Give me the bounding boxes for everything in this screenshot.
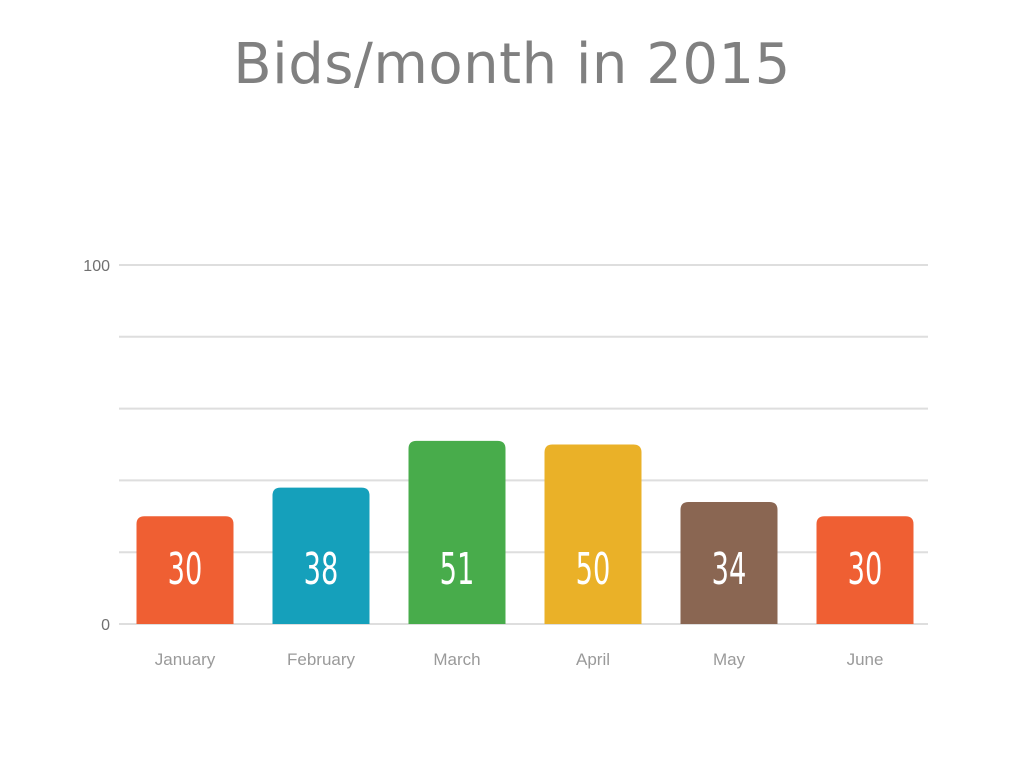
x-tick-label: January — [155, 650, 216, 669]
bar-value-label: 30 — [848, 543, 883, 595]
y-tick-label: 0 — [101, 617, 110, 634]
bar — [544, 444, 642, 624]
chart-title: Bids/month in 2015 — [233, 32, 791, 97]
bar — [272, 487, 370, 624]
y-axis-ticks: 0 100 — [83, 258, 110, 634]
bar-value-label: 38 — [304, 543, 339, 595]
bars — [136, 440, 914, 624]
bar — [680, 501, 778, 624]
x-tick-label: March — [433, 650, 480, 669]
x-tick-label: February — [287, 650, 356, 669]
x-tick-label: April — [576, 650, 610, 669]
bar-value-label: 50 — [576, 543, 611, 595]
bar-value-labels: 30 38 51 50 34 30 — [168, 543, 883, 595]
x-axis-ticks: January February March April May June — [155, 650, 884, 669]
y-tick-label: 100 — [83, 258, 110, 275]
bar-value-label: 51 — [440, 543, 475, 595]
bar — [408, 440, 506, 624]
bar — [136, 516, 234, 624]
bar — [816, 516, 914, 624]
gridlines — [119, 264, 928, 625]
x-tick-label: June — [847, 650, 884, 669]
bar-value-label: 34 — [712, 543, 747, 595]
x-tick-label: May — [713, 650, 746, 669]
bar-value-label: 30 — [168, 543, 203, 595]
